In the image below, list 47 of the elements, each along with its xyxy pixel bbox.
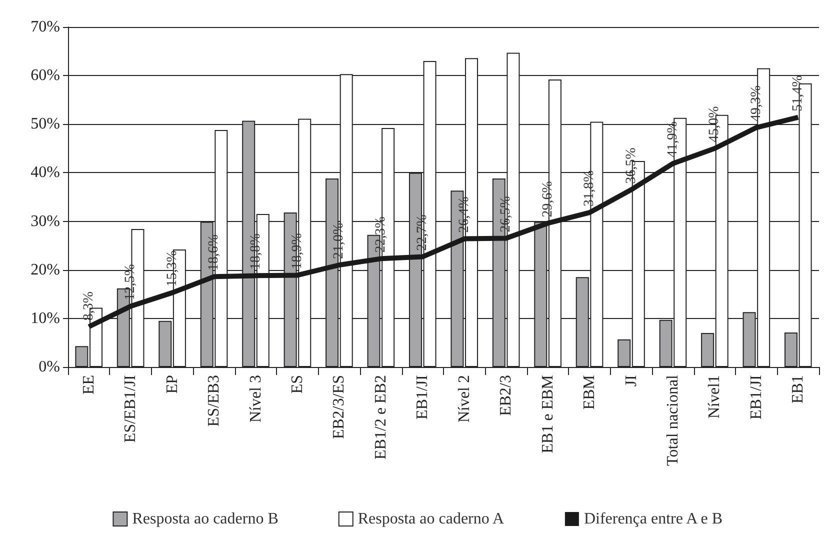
data-label: 49,3% — [748, 85, 764, 122]
legend-label: Resposta ao caderno A — [358, 510, 504, 528]
y-tick-label: 70% — [30, 18, 60, 36]
x-tick-label: EB2/3 — [498, 375, 515, 416]
x-tick-label: ES — [288, 375, 306, 394]
data-label: 26,5% — [498, 196, 514, 232]
data-label: 21,0% — [332, 222, 347, 259]
data-label: 31,8% — [582, 170, 598, 207]
data-label: 26,4% — [456, 196, 472, 233]
y-tick-label: 40% — [30, 164, 60, 182]
x-tick-label: ES/EB1/JI — [122, 375, 140, 443]
x-tick-label: EB1 e EBM — [539, 375, 556, 454]
data-label: 8,3% — [81, 291, 96, 321]
data-label: 22,7% — [415, 214, 430, 251]
x-tick-label: EB2/3/ES — [330, 375, 348, 440]
x-tick-label: EB1 — [790, 375, 807, 404]
data-label: 15,3% — [164, 250, 180, 287]
data-label: 22,3% — [373, 216, 388, 253]
y-tick-label: 10% — [30, 310, 60, 327]
x-tick-label: Nível1 — [706, 375, 724, 419]
x-tick-label: EBM — [581, 375, 598, 410]
x-tick-label: ES/EB3 — [206, 375, 223, 427]
data-label: 18,6% — [206, 234, 222, 271]
data-label: 41,9% — [665, 120, 680, 158]
x-tick-label: EP — [164, 374, 181, 394]
x-tick-label: Total nacional — [664, 374, 682, 466]
data-label: 51,4% — [790, 74, 806, 112]
x-tick-label: Nível 3 — [247, 375, 264, 423]
x-tick-label: Nível 2 — [456, 375, 473, 423]
data-label: 12,5% — [123, 264, 138, 300]
y-tick-label: 60% — [30, 67, 60, 84]
x-tick-label: JI — [622, 375, 640, 387]
data-label: 36,5% — [624, 147, 639, 184]
x-tick-label: EE — [80, 375, 98, 395]
legend-label: Diferença entre A e B — [584, 510, 723, 528]
data-label: 18,8% — [248, 233, 264, 270]
y-tick-label: 0% — [38, 358, 60, 376]
data-label: 29,6% — [540, 180, 556, 218]
y-tick-label: 20% — [30, 261, 60, 278]
x-tick-label: EB1/JI — [414, 375, 432, 420]
y-tick-label: 30% — [30, 212, 60, 230]
x-tick-label: EB1/JI — [748, 375, 765, 420]
legend-label: Resposta ao caderno B — [132, 510, 278, 528]
data-label: 18,9% — [290, 232, 305, 270]
x-tick-label: EB1/2 e EB2 — [372, 375, 390, 460]
data-label: 45,0% — [707, 106, 722, 142]
y-tick-label: 50% — [30, 116, 60, 133]
